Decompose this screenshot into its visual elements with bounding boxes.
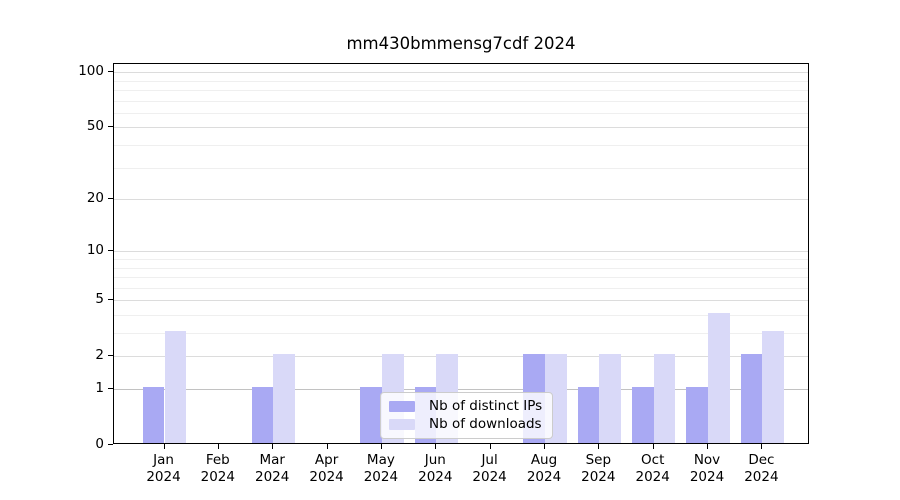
x-tick xyxy=(652,444,654,449)
bar-downloads-jan xyxy=(164,331,187,443)
bar-distinct-ips-may xyxy=(360,387,382,443)
bar-distinct-ips-dec xyxy=(740,354,763,443)
legend-swatch-icon xyxy=(389,401,415,412)
x-tick-label: Aug 2024 xyxy=(526,452,562,485)
y-tick-label: 20 xyxy=(86,190,104,207)
x-tick-label: Jun 2024 xyxy=(418,452,453,485)
y-tick xyxy=(108,250,113,251)
major-gridline xyxy=(114,199,808,201)
minor-gridline xyxy=(114,259,808,260)
bar-downloads-dec xyxy=(762,331,785,443)
x-tick-label: May 2024 xyxy=(363,452,399,485)
major-gridline xyxy=(114,72,808,74)
bar-distinct-ips-oct xyxy=(632,387,654,443)
x-tick-label: Jul 2024 xyxy=(472,452,507,485)
major-gridline xyxy=(114,127,808,129)
x-tick xyxy=(435,444,437,449)
y-tick-label: 5 xyxy=(95,291,104,308)
x-tick-label: Jan 2024 xyxy=(146,452,181,485)
bar-downloads-oct xyxy=(653,354,676,443)
bar-distinct-ips-jan xyxy=(142,387,165,443)
minor-gridline xyxy=(114,333,808,334)
minor-gridline xyxy=(114,80,808,82)
minor-gridline xyxy=(114,315,808,316)
minor-gridline xyxy=(114,267,808,269)
y-tick-label: 10 xyxy=(86,242,104,259)
legend-item-label: Nb of downloads xyxy=(429,416,542,432)
legend-item-label: Nb of distinct IPs xyxy=(429,398,543,414)
x-tick xyxy=(272,444,274,449)
x-tick-label: Nov 2024 xyxy=(689,452,725,485)
y-tick-label: 100 xyxy=(78,63,104,80)
major-gridline xyxy=(114,356,808,358)
x-tick-label: Sep 2024 xyxy=(581,452,616,485)
minor-gridline xyxy=(114,145,808,146)
y-tick xyxy=(108,71,113,72)
x-tick xyxy=(326,444,328,449)
major-gridline xyxy=(114,251,808,253)
bar-distinct-ips-mar xyxy=(251,387,274,443)
major-gridline xyxy=(114,389,808,390)
x-tick-label: Apr 2024 xyxy=(309,452,344,485)
bar-downloads-mar xyxy=(273,354,295,443)
minor-gridline xyxy=(114,100,808,102)
y-tick-label: 1 xyxy=(95,380,104,396)
y-tick xyxy=(108,126,113,127)
y-tick xyxy=(108,444,113,445)
plot-area: Nb of distinct IPs Nb of downloads xyxy=(113,63,809,444)
x-tick-label: Oct 2024 xyxy=(635,452,670,485)
y-tick-label: 2 xyxy=(95,347,104,364)
minor-gridline xyxy=(114,112,808,114)
y-tick-label: 50 xyxy=(86,118,104,135)
y-tick xyxy=(108,198,113,199)
x-tick-label: Dec 2024 xyxy=(744,452,779,485)
bar-downloads-nov xyxy=(708,313,730,443)
bar-downloads-sep xyxy=(599,354,621,443)
x-tick xyxy=(163,444,165,449)
x-tick xyxy=(761,444,763,449)
minor-gridline xyxy=(114,167,808,169)
legend: Nb of distinct IPs Nb of downloads xyxy=(380,392,554,439)
x-tick-label: Mar 2024 xyxy=(255,452,290,485)
x-tick xyxy=(544,444,545,449)
legend-swatch-icon xyxy=(389,419,415,430)
legend-item: Nb of distinct IPs xyxy=(389,399,542,414)
minor-gridline xyxy=(114,277,808,278)
x-tick xyxy=(489,444,491,449)
chart-title: mm430bmmensg7cdf 2024 xyxy=(346,34,576,53)
x-tick xyxy=(707,444,708,449)
y-tick-label: 0 xyxy=(95,436,104,452)
y-tick xyxy=(108,299,113,300)
major-gridline xyxy=(114,300,808,302)
legend-item: Nb of downloads xyxy=(389,417,542,432)
y-tick xyxy=(108,388,113,389)
bar-distinct-ips-sep xyxy=(577,387,600,443)
minor-gridline xyxy=(114,90,808,91)
x-tick xyxy=(380,444,382,449)
y-tick xyxy=(108,355,113,356)
bar-distinct-ips-nov xyxy=(686,387,708,443)
x-tick xyxy=(217,444,219,449)
x-tick xyxy=(598,444,600,449)
minor-gridline xyxy=(114,287,808,289)
x-tick-label: Feb 2024 xyxy=(200,452,235,485)
